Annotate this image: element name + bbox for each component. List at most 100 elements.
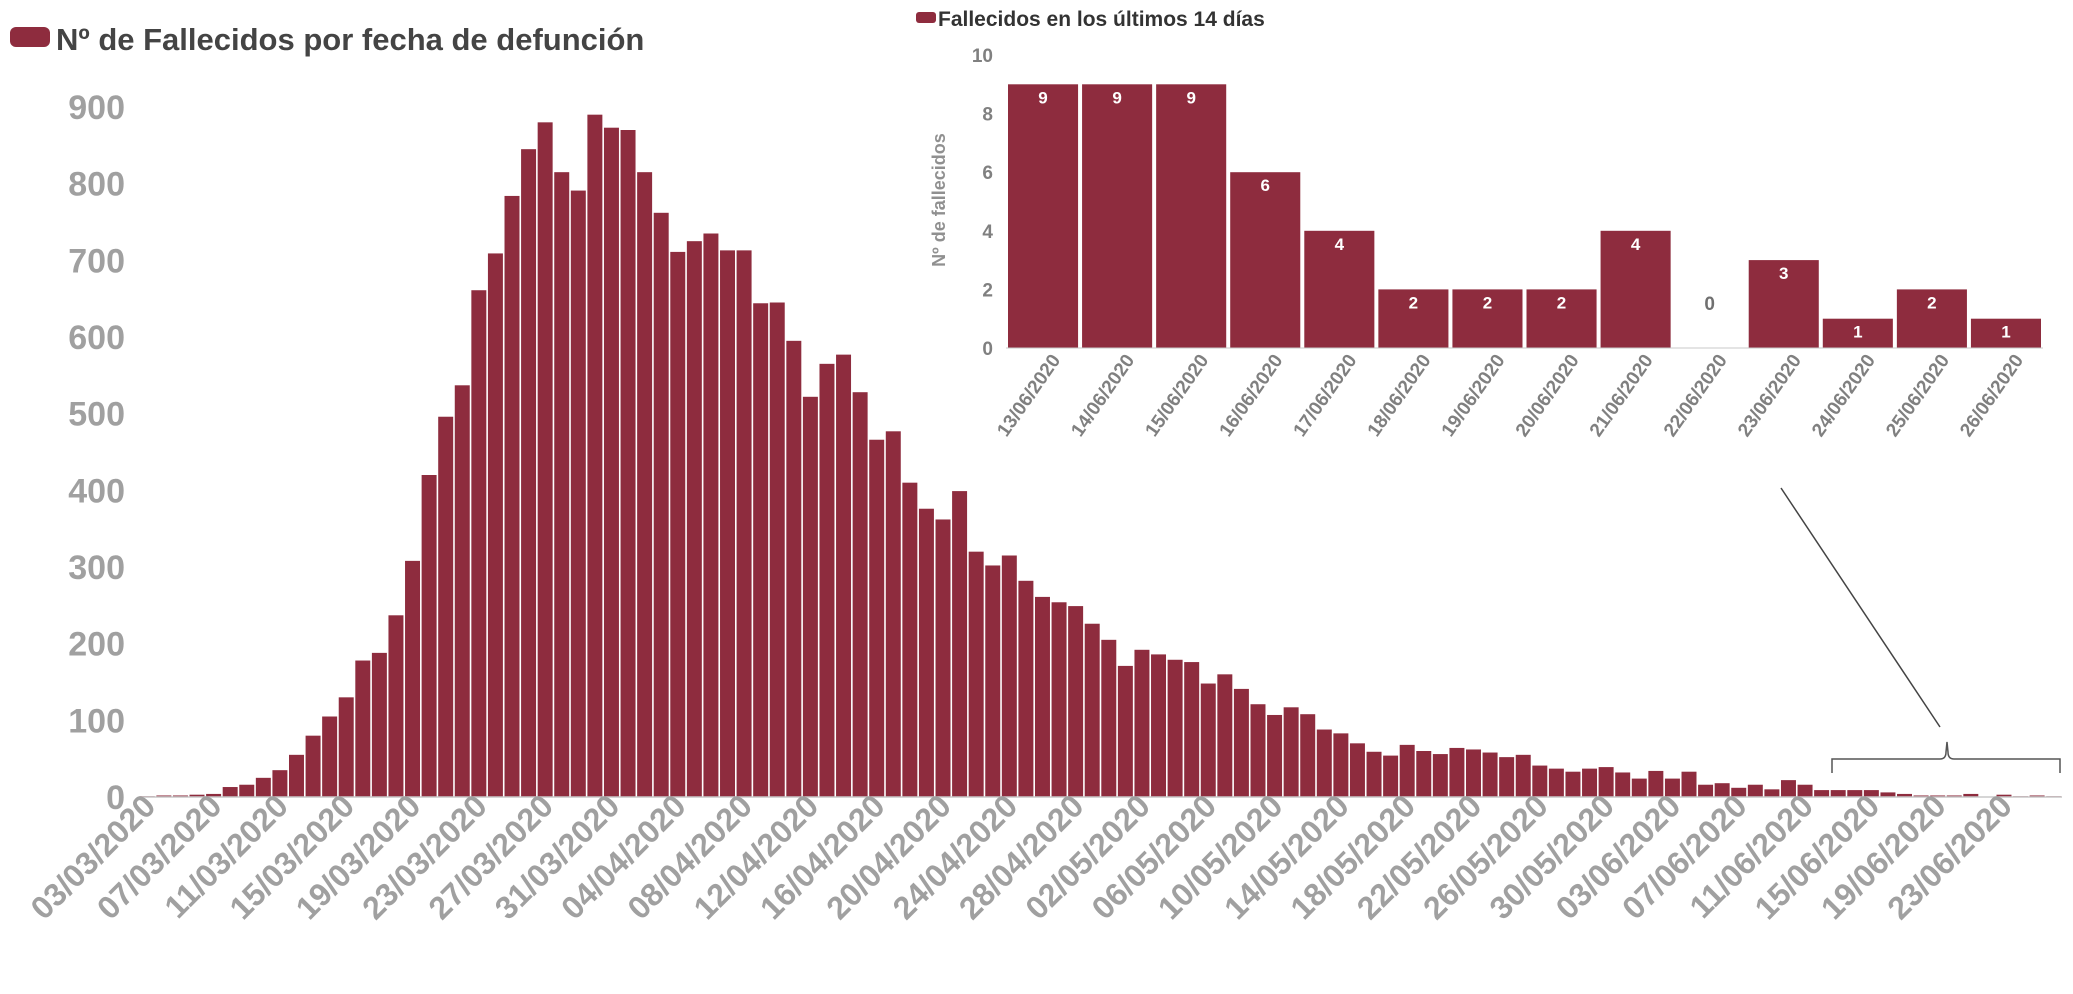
inset-bar xyxy=(1600,230,1671,348)
main-bar xyxy=(239,784,255,797)
inset-legend: Fallecidos en los últimos 14 días xyxy=(916,8,1265,31)
main-bar xyxy=(1101,639,1117,797)
main-bar xyxy=(1847,790,1863,797)
main-legend-swatch xyxy=(10,27,50,47)
main-bar xyxy=(1615,772,1631,797)
main-bar xyxy=(637,172,653,798)
main-bar xyxy=(305,735,321,797)
main-bar xyxy=(836,354,852,797)
y-tick-label: 900 xyxy=(68,89,125,127)
main-bar xyxy=(1698,784,1714,797)
inset-x-tick-label: 26/06/2020 xyxy=(1956,351,2028,441)
inset-data-label: 6 xyxy=(1261,176,1270,195)
inset-y-tick-label: 6 xyxy=(982,163,993,184)
inset-y-tick-label: 0 xyxy=(982,339,993,360)
main-bar xyxy=(1167,659,1183,797)
main-bar xyxy=(388,615,404,797)
inset-data-label: 0 xyxy=(1704,294,1715,315)
main-bar xyxy=(703,233,719,797)
main-bar xyxy=(1814,790,1830,797)
main-bar xyxy=(1466,749,1481,797)
main-bar xyxy=(1482,752,1498,797)
zoom-bracket xyxy=(1831,741,2061,773)
main-bar xyxy=(653,212,669,798)
main-bar xyxy=(1714,783,1730,797)
inset-x-tick-label: 19/06/2020 xyxy=(1438,351,1510,441)
inset-data-label: 9 xyxy=(1112,88,1121,107)
main-bar xyxy=(471,290,487,797)
main-bar xyxy=(985,565,1001,797)
main-bar xyxy=(1648,770,1664,797)
main-bar xyxy=(1084,623,1100,797)
y-tick-label: 400 xyxy=(68,472,125,510)
inset-data-label: 2 xyxy=(1557,293,1566,312)
inset-data-label: 3 xyxy=(1779,264,1788,283)
main-legend-label: Nº de Fallecidos por fecha de defunción xyxy=(56,22,644,57)
y-tick-label: 100 xyxy=(68,702,125,740)
main-bar xyxy=(869,439,885,797)
inset-x-tick-label: 16/06/2020 xyxy=(1216,351,1288,441)
main-bar xyxy=(1432,754,1448,797)
main-bar xyxy=(421,475,437,797)
main-bar xyxy=(753,303,769,797)
inset-bar xyxy=(1230,172,1301,348)
main-bar xyxy=(371,652,387,797)
y-tick-label: 700 xyxy=(68,242,125,280)
main-bar xyxy=(1184,662,1200,797)
inset-x-tick-label: 25/06/2020 xyxy=(1882,351,1954,441)
main-bar xyxy=(1151,654,1167,797)
inset-x-tick-label: 14/06/2020 xyxy=(1067,351,1139,441)
main-bar xyxy=(1582,768,1598,797)
main-bar xyxy=(1283,707,1299,797)
inset-x-tick-label: 22/06/2020 xyxy=(1660,351,1732,441)
y-tick-label: 200 xyxy=(68,626,125,664)
main-bar xyxy=(206,793,222,797)
main-bar xyxy=(1598,767,1614,797)
inset-bar xyxy=(1082,84,1153,349)
inset-y-axis-title: Nº de fallecidos xyxy=(929,133,949,267)
main-bar xyxy=(1267,714,1283,797)
main-bar xyxy=(670,251,686,797)
inset-legend-swatch xyxy=(916,12,936,23)
main-bar xyxy=(786,340,802,797)
main-bar xyxy=(736,250,752,797)
main-legend: Nº de Fallecidos por fecha de defunción xyxy=(10,22,644,57)
inset-data-labels: 9 9 9 6 4 2 2 2 4 0 3 1 2 1 xyxy=(1038,88,2010,341)
inset-bar xyxy=(1822,318,1893,348)
main-bar xyxy=(1068,606,1084,797)
inset-y-tick-label: 10 xyxy=(972,46,993,67)
main-bar xyxy=(968,551,984,797)
main-bar xyxy=(1134,649,1150,797)
zoom-connector-line xyxy=(1780,487,1941,728)
main-bar xyxy=(289,754,304,797)
y-tick-label: 300 xyxy=(68,549,125,587)
main-bar xyxy=(570,190,586,797)
y-tick-label: 0 xyxy=(106,779,125,817)
main-bar xyxy=(1631,778,1647,797)
main-bar xyxy=(1946,795,1962,797)
main-bar xyxy=(1399,744,1415,797)
main-bar xyxy=(1897,793,1912,797)
main-bar xyxy=(222,787,238,797)
main-bar xyxy=(720,250,735,797)
main-bar xyxy=(1117,665,1133,797)
inset-data-label: 2 xyxy=(1483,293,1492,312)
inset-x-tick-label: 20/06/2020 xyxy=(1512,351,1584,441)
main-bar xyxy=(686,241,702,798)
main-bar xyxy=(405,560,421,797)
main-bar xyxy=(255,777,271,797)
inset-bar xyxy=(1748,260,1819,348)
main-x-axis: 03/03/202007/03/202011/03/202015/03/2020… xyxy=(24,787,2019,926)
main-y-axis: 0 100 200 300 400 500 600 700 800 900 xyxy=(68,89,125,817)
inset-bar xyxy=(1378,289,1449,348)
inset-y-tick-label: 8 xyxy=(982,105,993,126)
main-bar xyxy=(1316,729,1332,797)
main-bar xyxy=(1449,747,1465,797)
inset-data-label: 1 xyxy=(1853,323,1862,342)
inset-y-tick-label: 4 xyxy=(982,222,993,243)
main-bar xyxy=(554,172,570,798)
main-bar xyxy=(2029,795,2045,797)
main-bar xyxy=(935,519,951,797)
y-tick-label: 500 xyxy=(68,396,125,434)
